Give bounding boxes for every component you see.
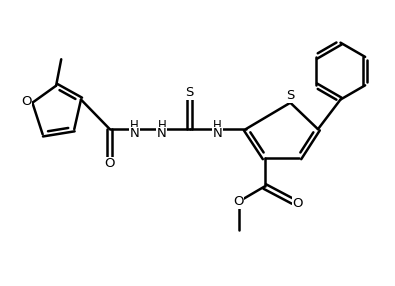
Text: O: O (293, 197, 303, 210)
Text: N: N (213, 128, 222, 140)
Text: H: H (158, 119, 166, 132)
Text: H: H (130, 119, 139, 132)
Text: N: N (130, 128, 139, 140)
Text: O: O (21, 96, 31, 108)
Text: S: S (185, 86, 194, 99)
Text: O: O (233, 195, 244, 208)
Text: N: N (157, 128, 167, 140)
Text: O: O (105, 157, 115, 170)
Text: S: S (286, 90, 295, 102)
Text: H: H (213, 119, 222, 132)
